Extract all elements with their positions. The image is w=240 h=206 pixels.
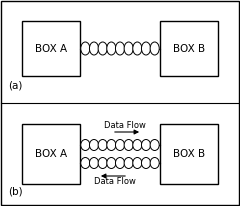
Ellipse shape <box>90 158 99 169</box>
Ellipse shape <box>81 158 90 169</box>
Text: BOX A: BOX A <box>35 149 67 159</box>
Ellipse shape <box>133 158 142 169</box>
Text: Data Flow: Data Flow <box>104 122 146 130</box>
Ellipse shape <box>107 42 116 55</box>
Ellipse shape <box>141 42 150 55</box>
Ellipse shape <box>124 158 133 169</box>
Ellipse shape <box>133 42 142 55</box>
Ellipse shape <box>133 139 142 151</box>
Text: BOX B: BOX B <box>173 43 205 54</box>
Ellipse shape <box>115 158 125 169</box>
Text: BOX A: BOX A <box>35 43 67 54</box>
Text: (a): (a) <box>8 80 22 90</box>
Ellipse shape <box>90 42 99 55</box>
Text: BOX B: BOX B <box>173 149 205 159</box>
Ellipse shape <box>150 158 159 169</box>
Text: Data Flow: Data Flow <box>94 178 136 186</box>
Ellipse shape <box>90 139 99 151</box>
Text: (b): (b) <box>8 187 23 197</box>
Ellipse shape <box>81 42 90 55</box>
Ellipse shape <box>115 139 125 151</box>
Bar <box>160 21 218 76</box>
Ellipse shape <box>81 139 90 151</box>
Ellipse shape <box>141 158 150 169</box>
Bar <box>160 124 218 184</box>
Bar <box>22 21 80 76</box>
Ellipse shape <box>98 42 107 55</box>
Ellipse shape <box>107 139 116 151</box>
Ellipse shape <box>150 42 159 55</box>
Bar <box>22 124 80 184</box>
Ellipse shape <box>150 139 159 151</box>
Ellipse shape <box>107 158 116 169</box>
Ellipse shape <box>124 42 133 55</box>
Ellipse shape <box>115 42 125 55</box>
Ellipse shape <box>124 139 133 151</box>
Ellipse shape <box>98 158 107 169</box>
Ellipse shape <box>98 139 107 151</box>
Ellipse shape <box>141 139 150 151</box>
